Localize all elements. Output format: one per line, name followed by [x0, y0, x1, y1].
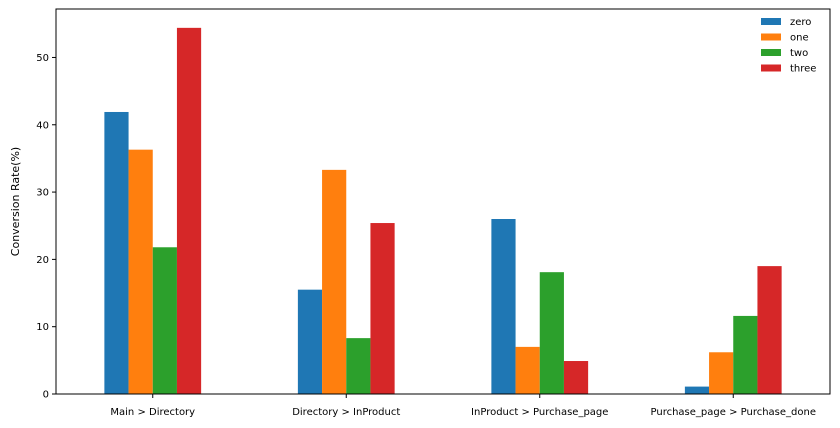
bar-two-1 [346, 338, 371, 394]
legend-label-one: one [790, 33, 809, 44]
x-tick-label: InProduct > Purchase_page [471, 407, 608, 418]
bar-three-0 [176, 27, 202, 394]
bar-three-2 [563, 361, 589, 394]
bars-layer [104, 27, 782, 394]
bar-zero-2 [491, 219, 516, 394]
bar-three-1 [370, 223, 395, 394]
bar-three-3 [757, 266, 782, 394]
x-tick-label: Directory > InProduct [292, 407, 400, 418]
bar-one-2 [515, 346, 540, 394]
legend-label-two: two [790, 48, 808, 59]
legend-swatch-two [761, 49, 781, 56]
legend-swatch-one [761, 33, 781, 41]
legend-label-three: three [790, 64, 816, 75]
legend-swatch-three [761, 64, 781, 72]
bar-zero-0 [104, 111, 129, 394]
legend-label-zero: zero [790, 17, 811, 28]
bar-one-3 [709, 352, 734, 394]
x-tick-label: Main > Directory [110, 407, 195, 418]
bar-one-0 [128, 149, 153, 394]
bar-zero-3 [684, 386, 710, 394]
bar-one-1 [322, 169, 347, 394]
x-tick-label: Purchase_page > Purchase_done [651, 407, 817, 418]
plot-frame [55, 8, 831, 395]
x-axis: Main > Directory Directory > InProduct InP… [110, 394, 816, 418]
y-tick-label: 20 [36, 255, 49, 266]
bar-two-3 [733, 315, 758, 394]
y-tick-label: 30 [36, 188, 49, 199]
y-axis-label: Conversion Rate(%) [9, 147, 22, 256]
y-tick-label: 10 [36, 322, 49, 333]
bar-two-2 [539, 272, 564, 394]
bar-two-0 [152, 247, 177, 394]
y-axis: 0 10 20 30 40 50 [36, 53, 56, 401]
bar-zero-1 [297, 289, 323, 394]
legend-swatch-zero [761, 18, 781, 25]
legend: zero one two three [761, 17, 816, 75]
y-tick-label: 0 [43, 390, 49, 401]
y-tick-label: 50 [36, 53, 49, 64]
y-tick-label: 40 [36, 120, 49, 131]
